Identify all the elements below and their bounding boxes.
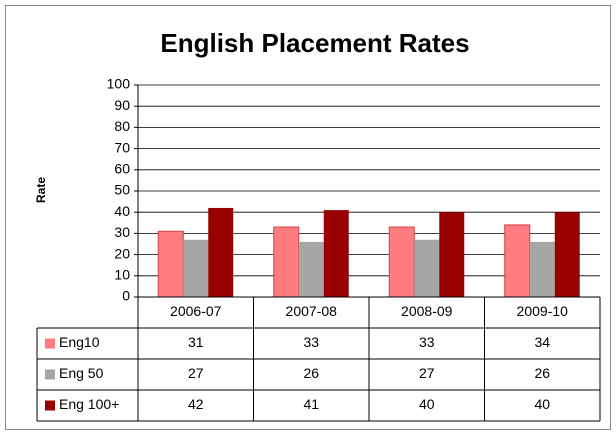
table-value: 27 bbox=[188, 365, 204, 381]
bar bbox=[323, 210, 349, 297]
table-value: 40 bbox=[534, 396, 550, 412]
table-value: 33 bbox=[419, 334, 435, 350]
table-value: 41 bbox=[303, 396, 319, 412]
bar bbox=[388, 226, 415, 298]
x-tick-label: 2009-10 bbox=[517, 303, 569, 319]
y-tick-label: 40 bbox=[114, 203, 130, 219]
bar bbox=[529, 241, 555, 297]
y-tick-label: 70 bbox=[114, 139, 130, 155]
bar bbox=[504, 224, 531, 298]
table-value: 34 bbox=[534, 334, 550, 350]
table-value: 33 bbox=[303, 334, 319, 350]
bar bbox=[208, 207, 234, 297]
y-tick-label: 60 bbox=[114, 161, 130, 177]
legend-label: Eng 50 bbox=[59, 365, 104, 381]
y-tick-label: 100 bbox=[107, 76, 131, 92]
table-value: 26 bbox=[534, 365, 550, 381]
chart-title: English Placement Rates bbox=[160, 28, 469, 58]
legend-label: Eng 100+ bbox=[59, 396, 119, 412]
x-tick-label: 2006-07 bbox=[170, 303, 222, 319]
table-value: 42 bbox=[188, 396, 204, 412]
table-value: 27 bbox=[419, 365, 435, 381]
table-value: 40 bbox=[419, 396, 435, 412]
y-tick-label: 50 bbox=[114, 182, 130, 198]
bar bbox=[273, 226, 300, 298]
y-tick-label: 20 bbox=[114, 245, 130, 261]
legend-swatch bbox=[45, 338, 55, 349]
bar bbox=[298, 241, 324, 297]
y-tick-label: 30 bbox=[114, 224, 130, 240]
bar bbox=[157, 230, 184, 298]
table-value: 26 bbox=[303, 365, 319, 381]
legend-label: Eng10 bbox=[59, 334, 100, 350]
y-tick-label: 80 bbox=[114, 118, 130, 134]
x-tick-label: 2008-09 bbox=[401, 303, 453, 319]
bar bbox=[414, 239, 440, 297]
y-axis-label: Rate bbox=[34, 177, 48, 203]
bar bbox=[554, 212, 580, 297]
y-tick-label: 10 bbox=[114, 267, 130, 283]
legend-swatch bbox=[45, 369, 55, 380]
bar bbox=[183, 239, 209, 297]
bar bbox=[439, 212, 465, 297]
x-tick-label: 2007-08 bbox=[286, 303, 338, 319]
table-value: 31 bbox=[188, 334, 204, 350]
legend-swatch bbox=[45, 400, 55, 411]
y-tick-label: 90 bbox=[114, 97, 130, 113]
y-tick-label: 0 bbox=[122, 288, 130, 304]
